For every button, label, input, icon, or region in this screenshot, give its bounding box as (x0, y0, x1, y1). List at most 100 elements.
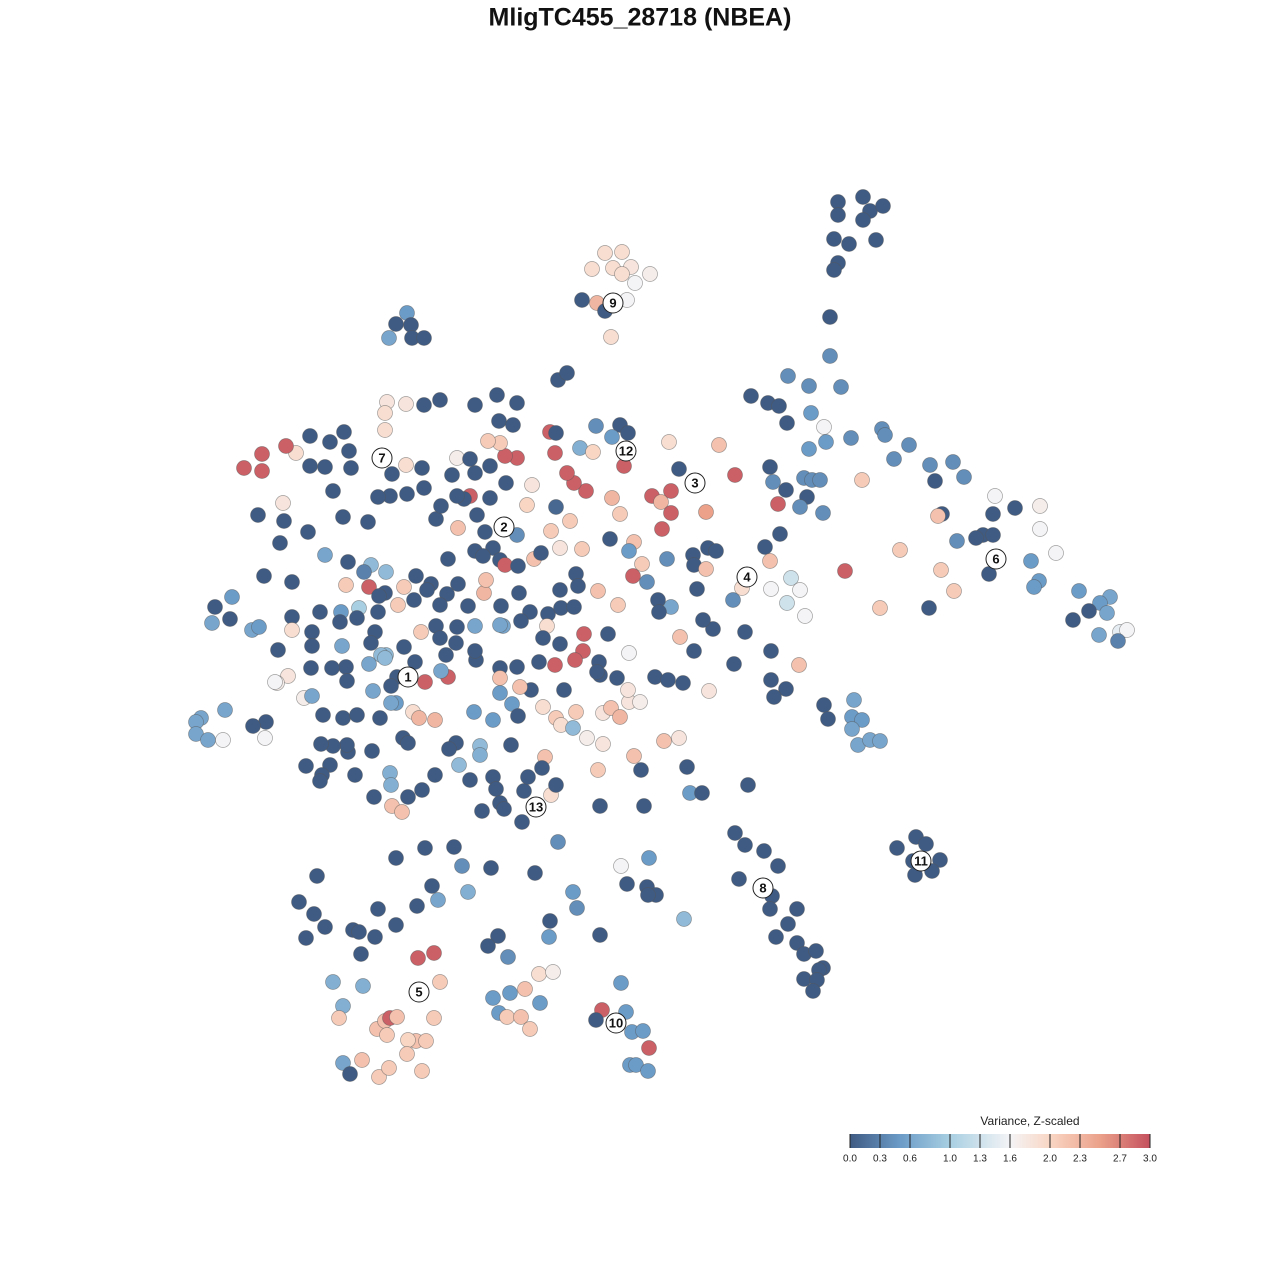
point (256, 568, 272, 584)
colorbar-bar (850, 1134, 1150, 1148)
point (572, 440, 588, 456)
point (300, 524, 316, 540)
point (805, 983, 821, 999)
point (450, 576, 466, 592)
point (532, 995, 548, 1011)
point (500, 949, 516, 965)
point (355, 978, 371, 994)
point (416, 480, 432, 496)
point (419, 582, 435, 598)
point (451, 757, 467, 773)
cluster-label-bg (736, 566, 758, 588)
point (347, 767, 363, 783)
point (356, 564, 372, 580)
point (726, 656, 742, 672)
point (1048, 545, 1064, 561)
point (204, 615, 220, 631)
point (801, 441, 817, 457)
point (1032, 498, 1048, 514)
point (475, 548, 491, 564)
point (675, 675, 691, 691)
point (663, 483, 679, 499)
point (410, 950, 426, 966)
point (257, 730, 273, 746)
point (542, 913, 558, 929)
point (686, 643, 702, 659)
point (406, 592, 422, 608)
point (640, 887, 656, 903)
point (512, 679, 528, 695)
point (550, 834, 566, 850)
point (454, 858, 470, 874)
point (503, 737, 519, 753)
point (562, 513, 578, 529)
point (398, 396, 414, 412)
point (388, 917, 404, 933)
cluster-label: 13 (529, 799, 543, 814)
point (496, 801, 512, 817)
point (932, 852, 948, 868)
point (492, 670, 508, 686)
point (417, 840, 433, 856)
point (612, 709, 628, 725)
point (1099, 605, 1115, 621)
point (432, 630, 448, 646)
point (552, 582, 568, 598)
point (383, 678, 399, 694)
point (250, 507, 266, 523)
point (597, 245, 613, 261)
point (568, 704, 584, 720)
cluster-label: 12 (619, 443, 633, 458)
point (671, 461, 687, 477)
point (855, 189, 871, 205)
point (338, 659, 354, 675)
point (855, 212, 871, 228)
point (663, 505, 679, 521)
point (398, 457, 414, 473)
colorbar-tick-label: 2.7 (1113, 1154, 1127, 1165)
point (467, 643, 483, 659)
point (797, 608, 813, 624)
point (956, 469, 972, 485)
point (466, 704, 482, 720)
point (672, 629, 688, 645)
point (251, 619, 267, 635)
point (661, 434, 677, 450)
point (1119, 622, 1135, 638)
point (513, 613, 529, 629)
point (377, 405, 393, 421)
point (400, 789, 416, 805)
point (803, 405, 819, 421)
point (306, 906, 322, 922)
point (921, 600, 937, 616)
point (886, 451, 902, 467)
colorbar-tick-label: 3.0 (1143, 1154, 1157, 1165)
point (460, 598, 476, 614)
point (533, 545, 549, 561)
point (444, 467, 460, 483)
point (632, 694, 648, 710)
cluster-label-bg (525, 796, 547, 818)
point (792, 499, 808, 515)
point (565, 884, 581, 900)
cluster-label: 8 (759, 880, 766, 895)
point (298, 758, 314, 774)
point (614, 244, 630, 260)
point (394, 804, 410, 820)
point (303, 660, 319, 676)
point (381, 1060, 397, 1076)
point (651, 604, 667, 620)
point (349, 707, 365, 723)
point (448, 635, 464, 651)
point (365, 683, 381, 699)
cluster-label-bg (602, 292, 624, 314)
cluster-label: 3 (691, 475, 698, 490)
point (768, 929, 784, 945)
point (574, 292, 590, 308)
point (298, 930, 314, 946)
point (516, 783, 532, 799)
point (522, 1021, 538, 1037)
point (302, 428, 318, 444)
point (408, 568, 424, 584)
point (945, 454, 961, 470)
